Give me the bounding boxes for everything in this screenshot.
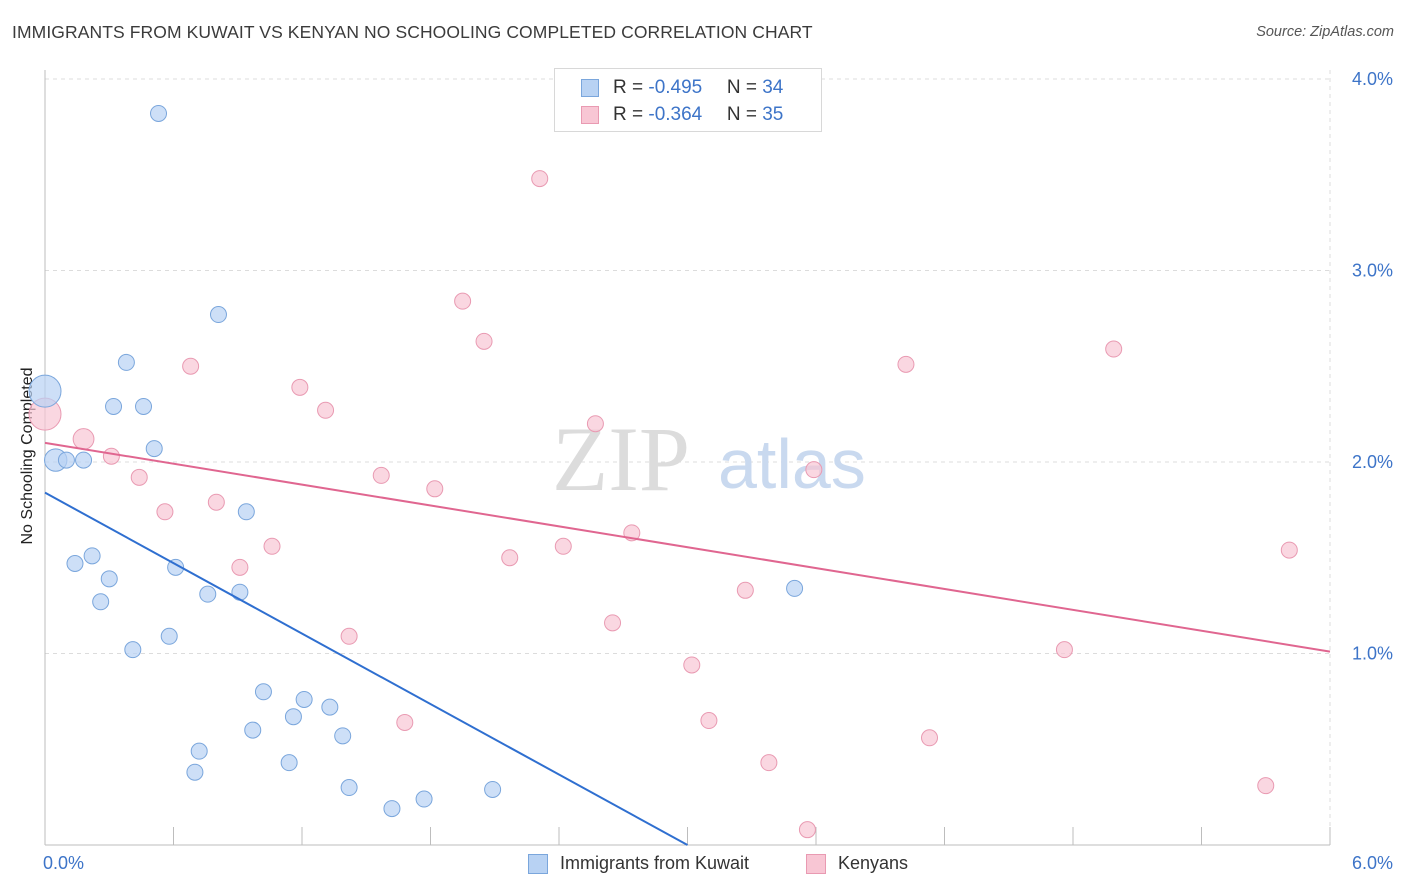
x-tick-label: 6.0% xyxy=(1352,853,1393,873)
kenyan-point xyxy=(130,468,148,486)
kuwait-point xyxy=(150,104,168,122)
kenyan-point xyxy=(340,627,358,645)
kuwait-point xyxy=(231,583,249,601)
kuwait-point xyxy=(254,683,272,701)
kuwait-point xyxy=(92,593,110,611)
kenyan-point xyxy=(475,332,493,350)
y-tick-label: 3.0% xyxy=(1352,261,1393,281)
n-label: N = xyxy=(726,77,763,98)
kuwait-point xyxy=(190,742,208,760)
kenyan-point xyxy=(426,480,444,498)
kuwait-point xyxy=(66,554,84,572)
kenyan-trend-line xyxy=(44,441,1331,653)
kenyan-point xyxy=(396,713,414,731)
kenyan-point xyxy=(531,170,549,188)
kenyan-point xyxy=(372,466,390,484)
kuwait-point xyxy=(28,374,62,408)
kenyan-point xyxy=(454,292,472,310)
kuwait-point xyxy=(75,451,93,469)
kuwait-point xyxy=(237,503,255,521)
kenyan-point xyxy=(72,428,95,450)
n-label: N = xyxy=(726,104,763,125)
watermark-zip: ZIP xyxy=(552,408,690,510)
kuwait-point xyxy=(786,579,804,597)
kuwait-trend-line xyxy=(44,491,688,846)
kuwait-point xyxy=(145,440,163,458)
tick-labels: 1.0% 2.0% 3.0% 4.0% 0.0% 6.0% xyxy=(43,69,1393,873)
kenyan-point xyxy=(736,581,754,599)
r-value: -0.495 xyxy=(648,77,703,98)
kenyan-point xyxy=(604,614,622,632)
kuwait-point xyxy=(135,397,153,415)
kenyan-point xyxy=(586,415,604,433)
legend-label-kuwait: Immigrants from Kuwait xyxy=(560,853,750,873)
r-value: -0.364 xyxy=(648,104,703,125)
kenyan-point xyxy=(156,503,174,521)
legend-label-kenyans: Kenyans xyxy=(838,853,909,873)
n-value: 34 xyxy=(762,77,784,98)
kenyan-point xyxy=(1055,641,1073,659)
kenyan-point xyxy=(501,549,519,567)
kuwait-point xyxy=(244,721,262,739)
x-tick-label: 0.0% xyxy=(43,853,84,873)
kenyan-point xyxy=(760,754,778,772)
kuwait-swatch xyxy=(581,79,599,97)
kenyan-point xyxy=(1105,340,1123,358)
correlation-legend: R = -0.495 N = 34 R = -0.364 N = 35 xyxy=(554,68,822,132)
kenyan-point xyxy=(231,558,249,576)
series-legend: Immigrants from Kuwait Kenyans xyxy=(0,852,1406,878)
kenyan-point xyxy=(554,537,572,555)
chart-title: IMMIGRANTS FROM KUWAIT VS KENYAN NO SCHO… xyxy=(12,22,813,42)
source-label: Source: ZipAtlas.com xyxy=(1256,24,1394,40)
kuwait-point xyxy=(105,397,123,415)
kuwait-point xyxy=(160,627,178,645)
kenyan-point xyxy=(1280,541,1298,559)
kenyan-point xyxy=(897,355,915,373)
kenyan-point xyxy=(102,447,120,465)
kuwait-point xyxy=(383,800,401,818)
kuwait-point xyxy=(199,585,217,603)
kuwait-point xyxy=(209,306,227,324)
kenyan-point xyxy=(798,821,816,839)
kenyan-point xyxy=(317,401,335,419)
kuwait-point xyxy=(284,708,302,726)
kenyan-point xyxy=(700,712,718,730)
kuwait-point xyxy=(167,558,185,576)
kenyan-swatch xyxy=(581,106,599,124)
kenyan-point xyxy=(291,378,309,396)
kenyan-point xyxy=(683,656,701,674)
y-tick-label: 4.0% xyxy=(1352,69,1393,89)
kenyan-point xyxy=(263,537,281,555)
kenyan-point xyxy=(805,461,823,479)
r-label: R = xyxy=(613,104,649,125)
kenyan-point xyxy=(207,493,225,511)
y-tick-label: 1.0% xyxy=(1352,644,1393,664)
kuwait-point xyxy=(334,727,352,745)
kuwait-point xyxy=(415,790,433,808)
kuwait-point xyxy=(186,763,204,781)
kuwait-point xyxy=(321,698,339,716)
data-points xyxy=(28,104,1298,839)
watermark-atlas: atlas xyxy=(718,425,866,503)
kuwait-point xyxy=(484,780,502,798)
y-tick-label: 2.0% xyxy=(1352,452,1393,472)
kenyan-point xyxy=(1257,777,1275,795)
kuwait-legend-swatch xyxy=(528,854,548,874)
kenyan-legend-swatch xyxy=(806,854,826,874)
kenyan-point xyxy=(182,357,200,375)
trend-lines xyxy=(44,441,1331,846)
kuwait-point xyxy=(57,451,75,469)
kuwait-point xyxy=(83,547,101,565)
kuwait-point xyxy=(280,754,298,772)
n-value: 35 xyxy=(762,104,784,125)
kuwait-point xyxy=(100,570,118,588)
kenyan-point xyxy=(921,729,939,747)
kuwait-point xyxy=(124,641,142,659)
r-label: R = xyxy=(613,77,649,98)
watermark: ZIP atlas xyxy=(552,408,866,510)
kuwait-point xyxy=(295,690,313,708)
kuwait-point xyxy=(340,779,358,797)
kuwait-point xyxy=(117,353,135,371)
